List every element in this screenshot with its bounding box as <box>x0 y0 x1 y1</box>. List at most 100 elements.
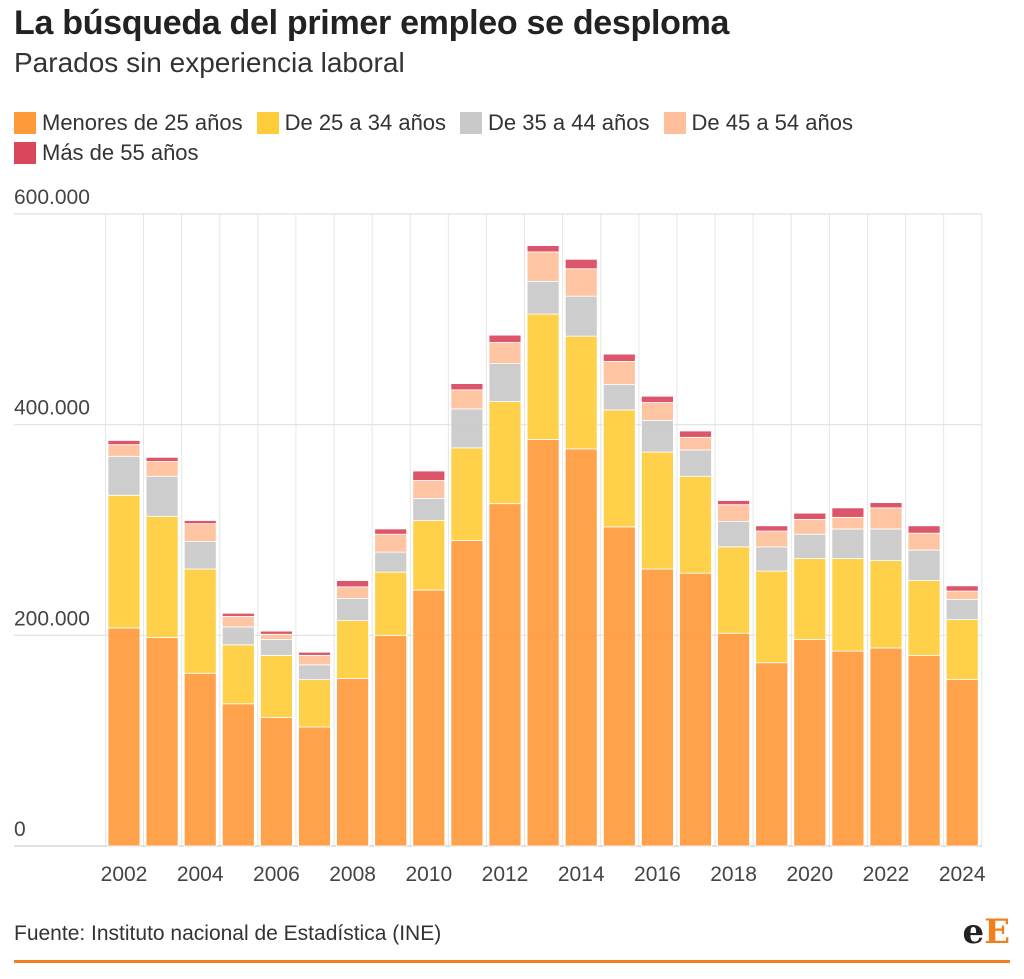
bar-segment <box>869 507 903 530</box>
bar-segment <box>221 615 255 628</box>
legend-swatch <box>663 112 686 134</box>
legend-label: Menores de 25 años <box>42 110 243 135</box>
bar-segment <box>755 546 789 572</box>
bar-segment <box>641 568 674 847</box>
stacked-bar-chart: 0 200.000 400.000 600.000 2002 2004 2006 2008 20… <box>14 186 986 886</box>
bar-segment <box>831 650 865 847</box>
bar-segment <box>602 361 636 386</box>
x-tick-label: 2022 <box>863 863 910 886</box>
bar-segment <box>907 525 941 534</box>
bottom-rule <box>14 960 1010 963</box>
bar-segment <box>869 647 903 847</box>
bar-segment <box>107 627 141 847</box>
bar-segment <box>526 313 560 440</box>
bar-segment <box>755 525 789 532</box>
bar-segment <box>336 598 370 621</box>
bar-segment <box>145 475 179 517</box>
bar-segment <box>259 633 293 640</box>
bar-segment <box>412 589 446 847</box>
bar-segment <box>526 251 560 282</box>
bar-segment <box>717 632 750 847</box>
bar-segment <box>412 520 446 591</box>
bar-segment <box>755 530 789 548</box>
bar-segment <box>183 541 217 570</box>
legend: Menores de 25 años De 25 a 34 años De 35 a… <box>14 110 1004 166</box>
bar-segment <box>564 295 598 337</box>
chart-title: La búsqueda del primer empleo se desplom… <box>14 4 730 42</box>
bar-segment <box>526 439 560 847</box>
bar-segment <box>641 451 674 570</box>
bar-segment <box>259 717 293 847</box>
bar-segment <box>907 549 941 581</box>
bar-segment <box>907 654 941 847</box>
bar-segment <box>945 590 979 600</box>
bar-segment <box>717 521 750 548</box>
bar-segment <box>679 449 712 477</box>
legend-item: Menores de 25 años <box>14 110 243 136</box>
bar-segment <box>412 480 446 499</box>
bar-segment <box>831 516 865 530</box>
bar-segment <box>869 560 903 649</box>
bar-segment <box>793 512 827 520</box>
x-tick-label: 2016 <box>634 863 681 886</box>
bar-segment <box>145 456 179 462</box>
bar-segment <box>183 520 217 525</box>
publisher-logo: eE <box>962 912 1010 952</box>
legend-swatch <box>256 112 279 134</box>
bar-segment <box>602 526 636 847</box>
legend-item: De 35 a 44 años <box>460 110 650 136</box>
bar-segment <box>679 430 712 438</box>
x-tick-label: 2002 <box>101 863 148 886</box>
bar-segment <box>259 630 293 635</box>
bar-segment <box>526 245 560 253</box>
bar-segment <box>717 546 750 634</box>
bar-segment <box>717 500 750 506</box>
bar-segment <box>336 586 370 599</box>
bar-segment <box>450 408 484 449</box>
legend-label: Más de 55 años <box>42 140 199 165</box>
bar-segment <box>336 580 370 588</box>
y-tick-label: 0 <box>14 818 26 841</box>
bar-segment <box>755 570 789 664</box>
legend-item: Más de 55 años <box>14 140 199 166</box>
bar-segment <box>679 436 712 451</box>
x-tick-label: 2012 <box>482 863 529 886</box>
bar-segment <box>602 409 636 528</box>
bar-segment <box>298 651 331 656</box>
x-tick-label: 2008 <box>329 863 376 886</box>
bar-segment <box>374 528 408 535</box>
bar-segment <box>869 528 903 561</box>
bar-segment <box>298 654 331 666</box>
bar-segment <box>488 363 522 402</box>
bar-segment <box>336 678 370 847</box>
legend-swatch <box>460 112 483 134</box>
bar-segment <box>793 533 827 559</box>
bar-segment <box>488 401 522 505</box>
bar-segment <box>564 448 598 847</box>
bar-segment <box>450 383 484 391</box>
legend-item: De 25 a 34 años <box>256 110 446 136</box>
bar-segment <box>526 281 560 315</box>
bar-segment <box>298 664 331 680</box>
source-note: Fuente: Instituto nacional de Estadístic… <box>14 922 442 945</box>
x-tick-label: 2020 <box>786 863 833 886</box>
bar-segment <box>641 420 674 453</box>
x-tick-label: 2006 <box>253 863 300 886</box>
bar-segment <box>374 571 408 636</box>
bar-segment <box>374 533 408 553</box>
y-tick-label: 200.000 <box>14 607 90 630</box>
bar-segment <box>183 672 217 847</box>
bar-segment <box>679 572 712 847</box>
bar-segment <box>907 532 941 551</box>
bar-segment <box>107 440 141 446</box>
bar-segment <box>221 626 255 646</box>
bar-segment <box>831 558 865 652</box>
legend-swatch <box>14 142 36 164</box>
bar-segment <box>374 634 408 847</box>
bar-segment <box>145 637 179 847</box>
bar-segment <box>488 334 522 343</box>
bar-segment <box>945 679 979 847</box>
bar-segment <box>945 585 979 592</box>
bar-segment <box>450 540 484 847</box>
bar-segment <box>183 568 217 674</box>
